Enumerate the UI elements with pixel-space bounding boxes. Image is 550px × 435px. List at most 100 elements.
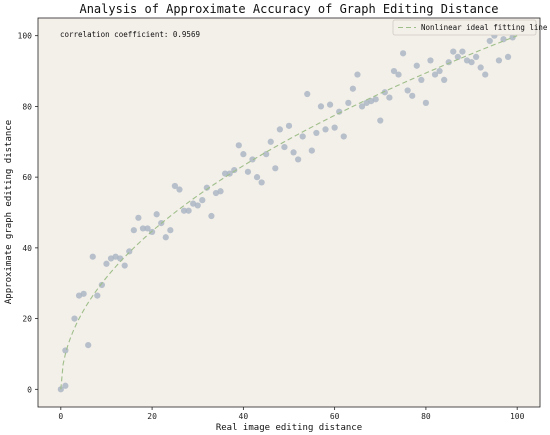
x-tick-label: 60 bbox=[330, 412, 340, 421]
data-point bbox=[194, 202, 201, 209]
x-axis-label: Real image editing distance bbox=[216, 423, 362, 433]
data-point bbox=[290, 149, 297, 156]
data-point bbox=[199, 197, 206, 204]
x-tick-label: 0 bbox=[58, 412, 63, 421]
data-point bbox=[372, 96, 379, 103]
data-point bbox=[313, 129, 320, 137]
data-point bbox=[117, 255, 124, 262]
y-tick-label: 0 bbox=[27, 385, 32, 394]
data-point bbox=[89, 253, 96, 260]
x-tick-label: 20 bbox=[147, 412, 157, 421]
data-point bbox=[272, 165, 279, 172]
data-point bbox=[418, 76, 425, 83]
data-point bbox=[176, 186, 183, 193]
data-point bbox=[94, 292, 101, 299]
data-point bbox=[377, 117, 384, 124]
data-point bbox=[509, 34, 516, 41]
data-point bbox=[295, 156, 302, 163]
data-point bbox=[71, 315, 78, 322]
data-point bbox=[427, 57, 434, 64]
data-point bbox=[253, 174, 261, 181]
data-point bbox=[468, 59, 475, 66]
correlation-annotation: correlation coefficient: 0.9569 bbox=[60, 30, 200, 39]
data-point bbox=[477, 64, 484, 71]
data-point bbox=[495, 57, 503, 64]
data-point bbox=[358, 103, 366, 110]
legend-label: Nonlinear ideal fitting line bbox=[421, 23, 548, 32]
data-point bbox=[258, 179, 265, 186]
chart-title: Analysis of Approximate Accuracy of Grap… bbox=[79, 2, 498, 16]
y-axis-label: Approximate graph editing distance bbox=[4, 120, 14, 304]
data-point bbox=[349, 85, 356, 92]
data-point bbox=[180, 207, 188, 214]
data-point bbox=[354, 71, 361, 78]
data-point bbox=[390, 67, 398, 75]
data-point bbox=[171, 182, 179, 190]
data-point bbox=[500, 36, 507, 43]
data-point bbox=[98, 281, 105, 289]
y-tick-label: 40 bbox=[22, 244, 32, 253]
data-point bbox=[454, 53, 461, 61]
y-tick-label: 80 bbox=[22, 102, 32, 111]
data-point bbox=[422, 99, 430, 106]
data-point bbox=[121, 262, 128, 269]
data-point bbox=[436, 67, 443, 75]
y-tick-label: 100 bbox=[18, 32, 33, 41]
data-point bbox=[386, 94, 393, 101]
data-point bbox=[244, 168, 252, 175]
data-point bbox=[340, 133, 347, 140]
data-point bbox=[217, 188, 224, 195]
y-axis-ticks: 0 20 40 60 80 100 bbox=[18, 32, 38, 394]
x-tick-label: 100 bbox=[510, 412, 525, 421]
legend-box bbox=[392, 19, 537, 36]
data-point bbox=[281, 143, 288, 151]
data-point bbox=[431, 71, 439, 78]
data-point bbox=[441, 76, 448, 83]
data-point bbox=[459, 48, 466, 55]
data-point bbox=[395, 71, 402, 78]
data-point bbox=[413, 62, 420, 69]
data-point bbox=[80, 290, 87, 297]
data-point bbox=[336, 108, 343, 115]
data-point bbox=[381, 89, 388, 96]
data-point bbox=[345, 99, 352, 106]
data-point bbox=[135, 214, 142, 221]
data-point bbox=[153, 211, 160, 218]
data-point bbox=[139, 225, 147, 232]
data-point bbox=[167, 227, 174, 234]
data-point bbox=[144, 225, 151, 232]
legend: Nonlinear ideal fitting line bbox=[392, 19, 548, 36]
y-tick-label: 60 bbox=[22, 173, 32, 182]
data-point bbox=[126, 248, 133, 255]
data-point bbox=[450, 48, 457, 55]
data-point bbox=[404, 87, 411, 94]
data-point bbox=[222, 170, 229, 177]
data-point bbox=[326, 101, 334, 108]
x-axis-ticks: 0 20 40 60 80 100 bbox=[58, 407, 525, 421]
fit-line bbox=[60, 35, 518, 390]
data-point bbox=[486, 37, 493, 45]
data-point bbox=[208, 212, 215, 220]
data-point bbox=[162, 234, 169, 241]
data-point bbox=[231, 166, 238, 174]
data-point bbox=[317, 103, 325, 110]
data-point bbox=[203, 184, 210, 191]
data-point bbox=[276, 126, 283, 133]
data-point bbox=[235, 142, 242, 149]
y-tick-label: 20 bbox=[22, 315, 32, 324]
data-point bbox=[473, 53, 480, 61]
data-point bbox=[482, 71, 489, 78]
data-point bbox=[249, 156, 256, 163]
data-point bbox=[148, 228, 156, 236]
data-point bbox=[399, 50, 407, 57]
x-tick-label: 40 bbox=[239, 412, 249, 421]
data-point bbox=[185, 207, 192, 214]
data-point bbox=[85, 342, 92, 349]
plot-area bbox=[37, 17, 541, 408]
data-point bbox=[322, 126, 329, 133]
data-point bbox=[308, 147, 315, 154]
data-point bbox=[267, 138, 274, 145]
data-point bbox=[62, 382, 69, 389]
data-point bbox=[285, 122, 293, 129]
